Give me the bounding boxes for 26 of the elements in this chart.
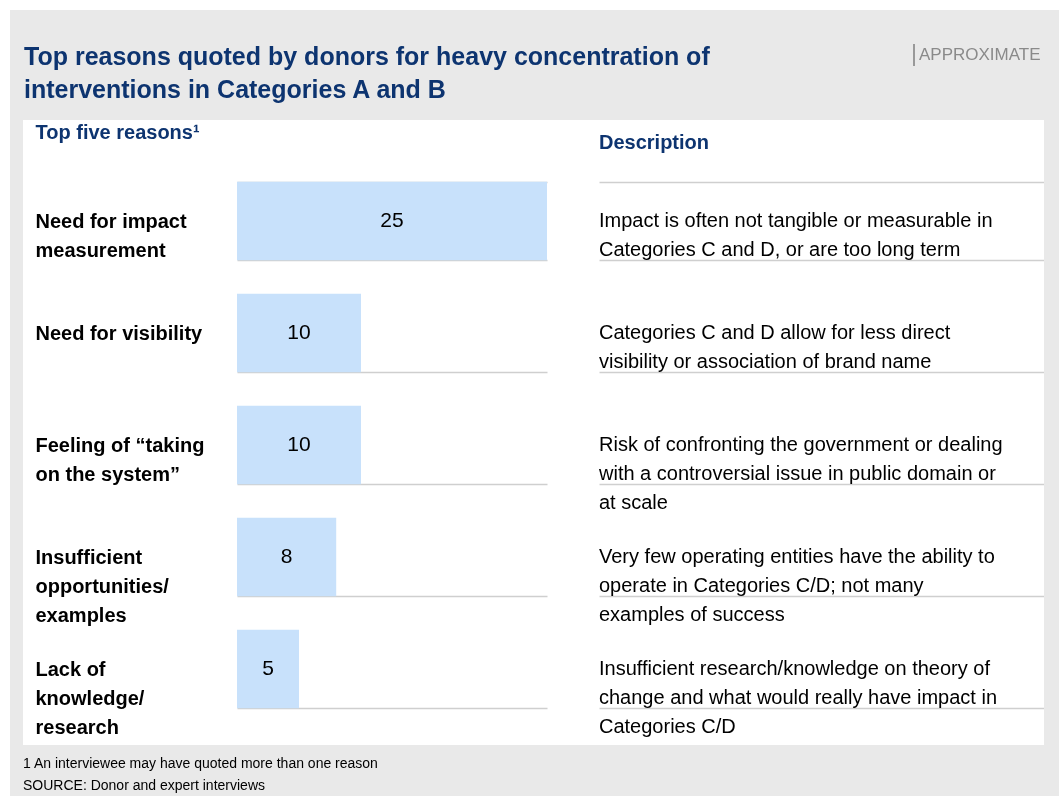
bar (237, 517, 337, 597)
bar (237, 181, 547, 261)
bar (237, 629, 299, 709)
annotation: 1 An interviewee may have quoted more than one reason (23, 754, 378, 773)
y-tick-label: Lack of knowledge/research (35, 657, 145, 738)
data-label: 10 (287, 320, 311, 343)
data-label: 8 (280, 544, 293, 567)
text: Risk of confronting the government or dealing with a controversial issue in public domain or at scale (598, 433, 1003, 513)
text: Categories C and D allow for less direct visibility or association of brand name (599, 321, 951, 372)
y-tick-label: Need for impact measurement (35, 209, 187, 261)
text: Impact is often not tangible or measurable in Categories C and D, or are too long term (599, 209, 993, 260)
source-note: SOURCE: Donor and expert interviews (23, 776, 266, 795)
y-tick-label: Need for visibility (35, 321, 204, 344)
text: Very few operating entities have the ability to operate in Categories C/D; not many examples of success (599, 545, 995, 625)
chart-title: Top reasons quoted by donors for heavy concentration of interventions in Categories A and B (24, 41, 711, 105)
y-tick-label: Insufficient opportunities/examples (35, 545, 170, 626)
y-tick-label: Feeling of “taking on the system” (35, 433, 205, 485)
bar (237, 293, 361, 373)
bar (237, 405, 361, 485)
data-label: 5 (262, 656, 274, 679)
data-label: 25 (380, 208, 404, 231)
text: APPROXIMATE (913, 44, 1043, 66)
data-label: 10 (287, 432, 311, 455)
y-axis-title: Top five reasons¹ (35, 120, 200, 143)
text: Insufficient research/knowledge on theory of change and what would really have impact in Categories C/D (599, 657, 998, 737)
text: Description (599, 131, 710, 153)
